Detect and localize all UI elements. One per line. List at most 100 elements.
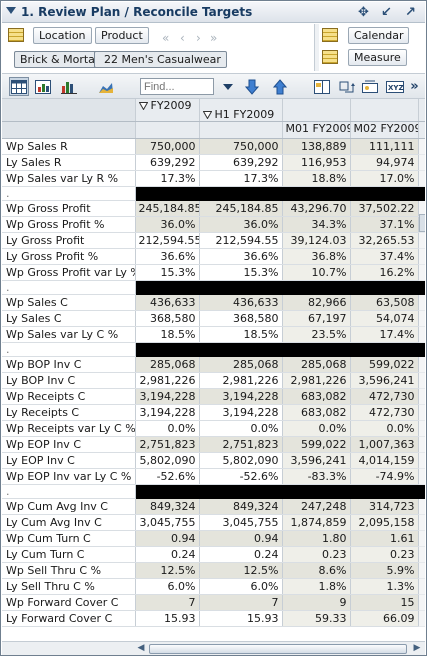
find-options-dropdown-icon[interactable]: [218, 77, 238, 96]
grid-cell[interactable]: 3,194,228: [135, 388, 200, 405]
dimension-product-tile[interactable]: Product: [95, 27, 149, 44]
grid-cell[interactable]: 37,502.22: [350, 200, 419, 217]
find-input[interactable]: [140, 78, 214, 95]
nav-next-icon[interactable]: ›: [196, 31, 201, 45]
grid-cell[interactable]: 18.8%: [282, 170, 351, 187]
chart-grid-icon[interactable]: [33, 77, 53, 96]
swap-axes-icon[interactable]: [337, 77, 357, 96]
grid-cell[interactable]: 36.8%: [282, 248, 351, 265]
grid-cell[interactable]: 18.5%: [135, 326, 200, 343]
grid-cell[interactable]: 37.1%: [350, 216, 419, 233]
grid-cell[interactable]: 1.3%: [350, 578, 419, 595]
grid-cell[interactable]: 2,981,226: [282, 372, 351, 389]
grid-cell[interactable]: 138,889: [282, 138, 351, 155]
grid-cell[interactable]: 599,022: [282, 436, 351, 453]
grid-cell[interactable]: 212,594.55: [135, 232, 200, 249]
bar-chart-icon[interactable]: [59, 77, 79, 96]
grid-cell[interactable]: 1.8%: [282, 578, 351, 595]
grid-cell[interactable]: 15.93: [135, 610, 200, 627]
grid-cell[interactable]: 18.5%: [199, 326, 283, 343]
move-icon[interactable]: ✥: [358, 5, 369, 20]
grid-cell[interactable]: 0.0%: [350, 420, 419, 437]
column-header-m02[interactable]: M02 FY2009: [350, 121, 419, 139]
xyz-format-icon[interactable]: XYZ: [385, 77, 405, 96]
grid-cell[interactable]: 43,296.70: [282, 200, 351, 217]
grid-cell[interactable]: 66.09: [350, 610, 419, 627]
grid-cell[interactable]: 472,730: [350, 404, 419, 421]
grid-cell[interactable]: 36.6%: [135, 248, 200, 265]
grid-cell[interactable]: 2,751,823: [135, 436, 200, 453]
column-header-fy[interactable]: FY2009: [135, 99, 200, 122]
scroll-thumb[interactable]: [149, 644, 407, 654]
grid-cell[interactable]: 15.3%: [135, 264, 200, 281]
location-selection[interactable]: Brick & Mortar: [14, 51, 106, 68]
column-header-m01[interactable]: M01 FY2009: [282, 121, 351, 139]
nav-last-icon[interactable]: »: [210, 31, 218, 45]
grid-cell[interactable]: 63,508: [350, 294, 419, 311]
dimension-calendar-tile[interactable]: Calendar: [348, 27, 410, 44]
grid-cell[interactable]: 10.7%: [282, 264, 351, 281]
grid-cell[interactable]: 0.0%: [282, 420, 351, 437]
grid-cell[interactable]: 3,596,241: [350, 372, 419, 389]
grid-cell[interactable]: 285,068: [282, 356, 351, 373]
grid-cell[interactable]: 59.33: [282, 610, 351, 627]
grid-cell[interactable]: 247,248: [282, 498, 351, 515]
grid-cell[interactable]: 750,000: [199, 138, 283, 155]
grid-cell[interactable]: -52.6%: [135, 468, 200, 485]
grid-cell[interactable]: 0.0%: [135, 420, 200, 437]
grid-cell[interactable]: 285,068: [135, 356, 200, 373]
grid-cell[interactable]: 17.3%: [199, 170, 283, 187]
grid-cell[interactable]: 2,095,158: [350, 514, 419, 531]
grid-cell[interactable]: 285,068: [199, 356, 283, 373]
find-next-down-icon[interactable]: [242, 77, 262, 96]
grid-cell[interactable]: -83.3%: [282, 468, 351, 485]
grid-cell[interactable]: 0.94: [199, 530, 283, 547]
grid-cell[interactable]: 3,194,228: [199, 388, 283, 405]
grid-cell[interactable]: 750,000: [135, 138, 200, 155]
grid-cell[interactable]: 0.24: [135, 546, 200, 563]
grid-cell[interactable]: 0.94: [135, 530, 200, 547]
dimension-measure-tile[interactable]: Measure: [348, 49, 407, 66]
grid-cell[interactable]: 82,966: [282, 294, 351, 311]
grid-cell[interactable]: 12.5%: [199, 562, 283, 579]
expand-collapse-icon[interactable]: [138, 102, 148, 110]
grid-cell[interactable]: 0.23: [350, 546, 419, 563]
grid-cell[interactable]: 1.61: [350, 530, 419, 547]
grid-cell[interactable]: 436,633: [135, 294, 200, 311]
grid-cell[interactable]: 9: [282, 594, 351, 611]
grid-cell[interactable]: 245,184.85: [199, 200, 283, 217]
grid-cell[interactable]: 36.0%: [199, 216, 283, 233]
show-hide-icon[interactable]: [360, 77, 380, 96]
dimension-location-tile[interactable]: Location: [33, 27, 92, 44]
grid-cell[interactable]: 111,111: [350, 138, 419, 155]
grid-cell[interactable]: 17.3%: [135, 170, 200, 187]
grid-cell[interactable]: 16.2%: [350, 264, 419, 281]
grid-cell[interactable]: 1.80: [282, 530, 351, 547]
grid-cell[interactable]: 599,022: [350, 356, 419, 373]
scroll-right-icon[interactable]: ▶: [413, 643, 421, 653]
grid-cell[interactable]: 314,723: [350, 498, 419, 515]
grid-cell[interactable]: 639,292: [199, 154, 283, 171]
area-chart-icon[interactable]: [96, 77, 116, 96]
column-dimensions-icon[interactable]: [322, 28, 338, 42]
grid-cell[interactable]: 2,981,226: [199, 372, 283, 389]
grid-cell[interactable]: 12.5%: [135, 562, 200, 579]
grid-cell[interactable]: 639,292: [135, 154, 200, 171]
grid-cell[interactable]: 116,953: [282, 154, 351, 171]
minimize-icon[interactable]: ↙: [381, 5, 392, 20]
grid-cell[interactable]: 849,324: [135, 498, 200, 515]
maximize-icon[interactable]: ↗: [405, 5, 416, 20]
grid-cell[interactable]: 7: [199, 594, 283, 611]
vertical-scroll-thumb[interactable]: [419, 214, 425, 232]
scroll-left-icon[interactable]: ◀: [137, 643, 145, 653]
grid-cell[interactable]: 15.93: [199, 610, 283, 627]
toolbar-overflow-icon[interactable]: »: [410, 79, 419, 94]
grid-cell[interactable]: 5,802,090: [199, 452, 283, 469]
grid-cell[interactable]: 4,014,159: [350, 452, 419, 469]
nav-first-icon[interactable]: «: [162, 31, 170, 45]
grid-cell[interactable]: 8.6%: [282, 562, 351, 579]
grid-cell[interactable]: 17.4%: [350, 326, 419, 343]
grid-cell[interactable]: 3,045,755: [135, 514, 200, 531]
grid-cell[interactable]: 0.23: [282, 546, 351, 563]
grid-cell[interactable]: 1,874,859: [282, 514, 351, 531]
